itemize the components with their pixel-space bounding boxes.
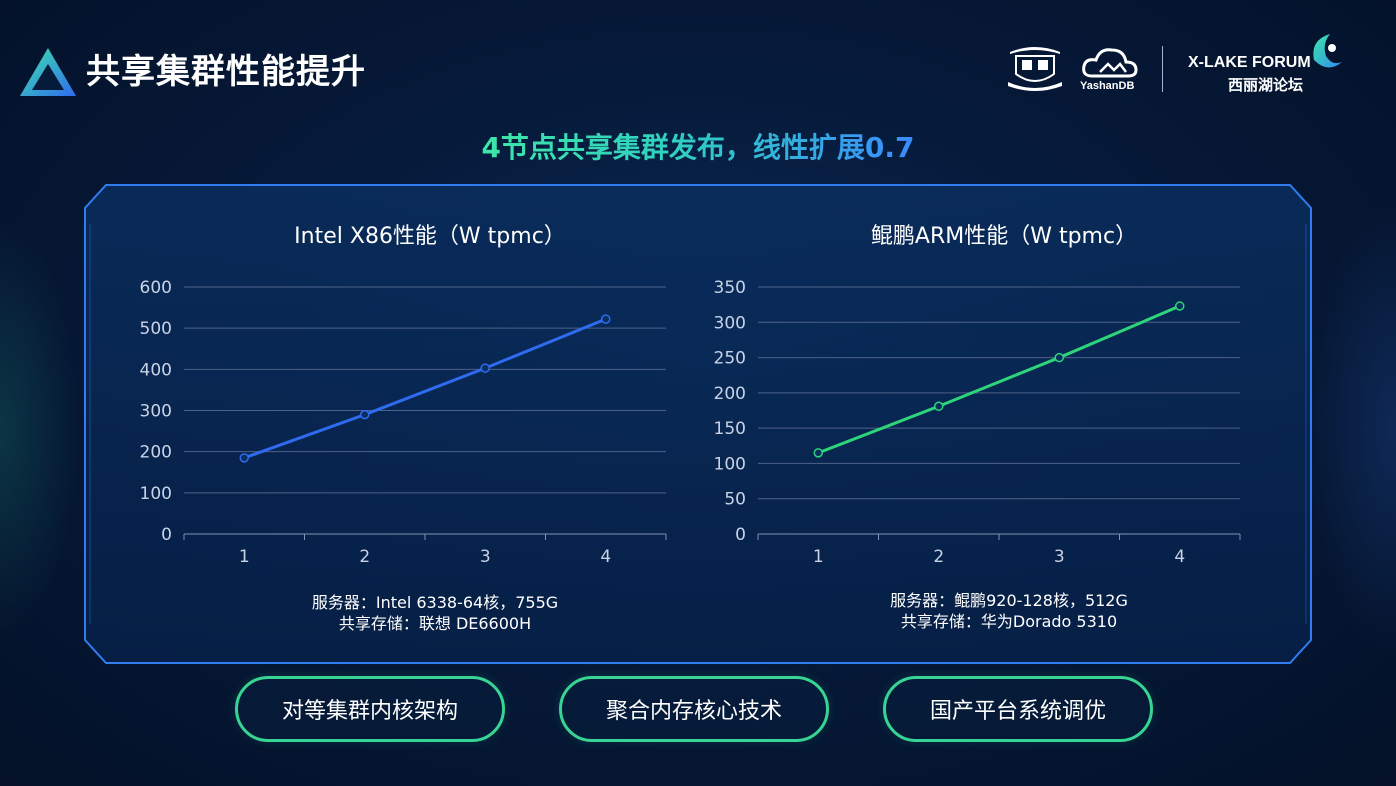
- y-tick-label: 0: [161, 525, 172, 545]
- subtitle: 4节点共享集群发布，线性扩展0.7: [481, 131, 915, 164]
- series-line: [817, 304, 1181, 455]
- x-tick-label: 1: [239, 547, 250, 567]
- data-point: [1175, 301, 1185, 311]
- platform-tuning-button[interactable]: 国产平台系统调优: [883, 676, 1153, 742]
- arm-line-chart: 0 50 100 150 200 250 300 350 1 2 3 4: [714, 278, 1241, 567]
- page-title: 共享集群性能提升: [86, 52, 366, 92]
- peer-cluster-kernel-button[interactable]: 对等集群内核架构: [235, 676, 505, 742]
- data-point: [480, 363, 490, 373]
- x-tick-label: 2: [933, 547, 944, 567]
- forum-name-en: X-LAKE FORUM: [1188, 54, 1311, 71]
- y-tick-label: 500: [140, 319, 172, 339]
- y-tick-label: 200: [140, 443, 172, 463]
- x-tick-label: 4: [600, 547, 611, 567]
- forum-name-cn: 西丽湖论坛: [1228, 76, 1304, 94]
- cloud-logo-icon: [1082, 48, 1138, 78]
- university-seal-icon: [1008, 47, 1062, 91]
- partner-logos: YashanDB X-LAKE FORUM 西丽湖论坛: [1006, 30, 1366, 100]
- arm-server-note: 服务器：鲲鹏920-128核，512G 共享存储：华为Dorado 5310: [714, 590, 1304, 632]
- x86-storage-spec: 共享存储：联想 DE6600H: [338, 614, 532, 633]
- logo-divider: [1162, 46, 1163, 92]
- y-tick-label: 250: [714, 349, 746, 369]
- forum-mark-icon: [1313, 34, 1342, 68]
- y-tick-label: 600: [140, 278, 172, 298]
- arm-storage-spec: 共享存储：华为Dorado 5310: [900, 612, 1118, 631]
- data-point: [934, 401, 944, 412]
- left-glow: [0, 220, 80, 640]
- data-point: [239, 453, 249, 463]
- y-tick-label: 50: [724, 490, 746, 510]
- x-tick-label: 3: [480, 547, 491, 567]
- y-tick-label: 300: [714, 313, 746, 333]
- data-point: [813, 448, 823, 458]
- arm-chart-title: 鲲鹏ARM性能（W tpmc）: [870, 224, 1138, 249]
- x-tick-label: 4: [1174, 547, 1185, 567]
- data-point: [360, 409, 370, 420]
- y-tick-label: 400: [140, 360, 172, 380]
- y-tick-label: 150: [714, 419, 746, 439]
- y-tick-label: 300: [140, 402, 172, 422]
- y-tick-label: 200: [714, 384, 746, 404]
- data-point: [601, 314, 611, 324]
- yashan-logo-text: YashanDB: [1080, 80, 1135, 92]
- x-tick-label: 2: [359, 547, 370, 567]
- right-glow: [1306, 200, 1396, 660]
- series-line: [243, 317, 607, 460]
- y-tick-label: 350: [714, 278, 746, 298]
- x-tick-label: 3: [1054, 547, 1065, 567]
- chart-panel-frame: [84, 184, 1312, 664]
- y-tick-label: 0: [735, 525, 746, 545]
- x86-server-spec: 服务器：Intel 6338-64核，755G: [311, 593, 559, 612]
- x86-line-chart: 0 100 200 300 400 500 600 1 2 3 4: [140, 278, 667, 567]
- y-tick-label: 100: [140, 484, 172, 504]
- data-point: [1054, 352, 1064, 363]
- y-tick-label: 100: [714, 454, 746, 474]
- aggregate-memory-button[interactable]: 聚合内存核心技术: [559, 676, 829, 742]
- x86-server-note: 服务器：Intel 6338-64核，755G 共享存储：联想 DE6600H: [140, 592, 730, 634]
- x-tick-label: 1: [813, 547, 824, 567]
- triangle-logo-icon: [20, 48, 76, 96]
- arm-server-spec: 服务器：鲲鹏920-128核，512G: [890, 591, 1128, 610]
- x86-chart-title: Intel X86性能（W tpmc）: [294, 224, 566, 249]
